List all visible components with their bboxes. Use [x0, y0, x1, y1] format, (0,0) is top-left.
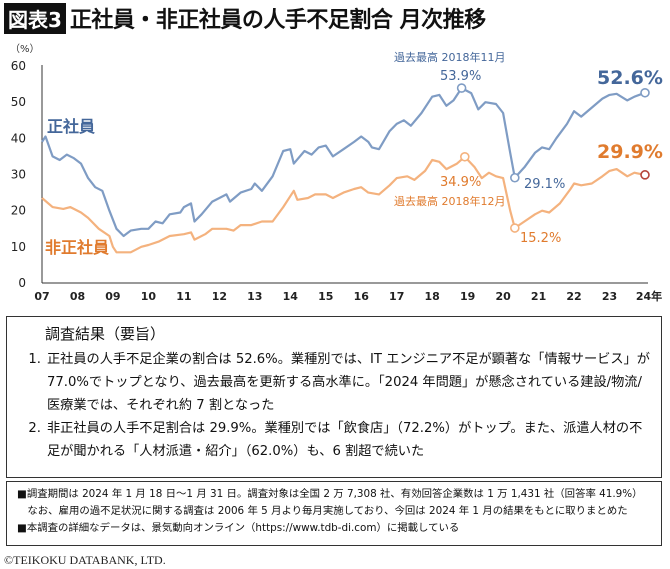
y-tick-label: 40 [11, 131, 26, 145]
item-number: 1. [28, 352, 41, 367]
summary-box: 調査結果（要旨） 1. 正社員の人手不足企業の割合は 52.6%。業種別では、I… [6, 316, 662, 478]
x-tick-label: 12 [212, 290, 227, 303]
x-tick-label: 15 [318, 290, 333, 303]
item-text: 正社員の人手不足企業の割合は 52.6%。業種別では、IT エンジニア不足が顕著… [47, 352, 650, 413]
marker-latest [640, 170, 650, 180]
summary-item: 2. 非正社員の人手不足割合は 29.9%。業種別では「飲食店」（72.2%）が… [17, 417, 651, 463]
y-axis-unit: （%） [10, 43, 40, 55]
regular-peak-label: 53.9% [440, 69, 481, 84]
title-text: 正社員・非正社員の人手不足割合 月次推移 [69, 8, 486, 33]
series-line-nonregular [41, 155, 646, 254]
y-tick-label: 30 [11, 168, 26, 182]
regular-peak-title: 過去最高 2018年11月 [394, 50, 506, 64]
figure-badge: 図表3 [4, 2, 66, 34]
copyright: ©TEIKOKU DATABANK, LTD. [4, 553, 166, 567]
x-tick-label: 20 [495, 290, 511, 303]
x-tick-label: 09 [105, 290, 120, 303]
nonregular-peak-title: 過去最高 2018年12月 [394, 194, 506, 208]
x-tick-label: 13 [247, 290, 262, 303]
x-tick-label: 18 [425, 290, 440, 303]
marker-peak [456, 83, 467, 93]
y-tick-label: 0 [18, 276, 26, 290]
chart-title: 図表3 正社員・非正社員の人手不足割合 月次推移 [4, 2, 486, 34]
y-tick-label: 50 [11, 95, 26, 109]
summary-heading: 調査結果（要旨） [45, 325, 166, 343]
marker-low [510, 223, 520, 233]
x-tick-label: 23 [602, 290, 617, 303]
regular-low-label: 29.1% [524, 177, 565, 192]
x-tick-label: 19 [460, 290, 475, 303]
regular-latest-label: 52.6% [597, 67, 663, 89]
note-line: ■本調査の詳細なデータは、景気動向オンライン（https://www.tdb-d… [17, 522, 460, 534]
nonregular-latest-label: 29.9% [597, 141, 663, 163]
item-number: 2. [28, 421, 41, 436]
x-tick-label: 08 [70, 290, 85, 303]
x-tick-label: 14 [283, 290, 299, 303]
item-text: 非正社員の人手不足割合は 29.9%。業種別では「飲食店」（72.2%）がトップ… [47, 421, 643, 459]
x-tick-label: 24年 [636, 289, 662, 303]
x-tick-label: 17 [389, 290, 404, 303]
x-tick-label: 16 [354, 290, 370, 303]
marker-peak [460, 151, 470, 162]
note-line: なお、雇用の過不足状況に関する調査は 2006 年 5 月より毎月実施しており、… [17, 505, 628, 517]
y-tick-label: 20 [11, 204, 26, 218]
marker-low [510, 172, 520, 183]
x-tick-label: 22 [566, 290, 581, 303]
notes-box: ■調査期間は 2024 年 1 月 18 日～1 月 31 日。調査対象は全国 … [6, 481, 662, 546]
x-tick-label: 21 [531, 290, 546, 303]
x-tick-label: 11 [176, 290, 191, 303]
series-label-regular: 正社員 [47, 117, 95, 136]
series-label-nonregular: 非正社員 [45, 238, 109, 257]
series-line-regular [41, 87, 646, 238]
y-tick-label: 60 [11, 59, 26, 73]
summary-item: 1. 正社員の人手不足企業の割合は 52.6%。業種別では、IT エンジニア不足… [17, 348, 651, 417]
note-line: ■調査期間は 2024 年 1 月 18 日～1 月 31 日。調査対象は全国 … [17, 488, 643, 500]
nonregular-low-label: 15.2% [520, 231, 561, 246]
nonregular-peak-label: 34.9% [440, 175, 481, 190]
x-tick-label: 10 [141, 290, 157, 303]
marker-latest [640, 87, 650, 98]
line-chart: （%） 0 10 20 30 40 50 60 07 08 09 10 11 12 13 14 15 16 17 1… [10, 43, 663, 303]
y-tick-label: 10 [11, 240, 26, 254]
x-tick-label: 07 [34, 290, 49, 303]
